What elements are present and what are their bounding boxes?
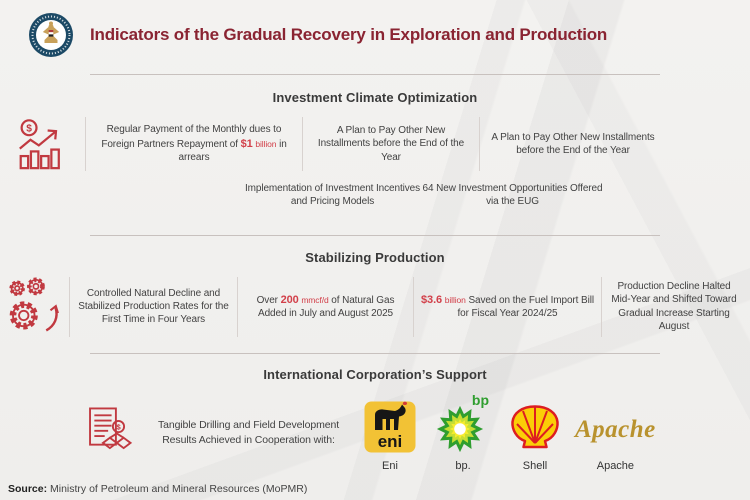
partner-label: bp. bbox=[455, 459, 471, 472]
investment-item-incentives: Implementation of Investment Incentives … bbox=[244, 183, 421, 208]
section-title-support: International Corporation’s Support bbox=[263, 366, 487, 382]
highlight-value: $1 bbox=[240, 137, 253, 150]
bp-helios-logo: bp bbox=[435, 392, 491, 454]
section-divider bbox=[90, 74, 660, 75]
support-row: $ Tangible Drilling and Field Developmen… bbox=[0, 392, 750, 472]
partner-shell: Shell bbox=[509, 394, 561, 472]
page-title: Indicators of the Gradual Recovery in Ex… bbox=[90, 25, 608, 44]
partner-label: Shell bbox=[522, 459, 548, 472]
partner-eni: eni Eni bbox=[363, 394, 417, 472]
bp-sunflower-icon bbox=[436, 405, 484, 452]
source-note: Source: Ministry of Petroleum and Minera… bbox=[8, 483, 307, 495]
svg-text:$: $ bbox=[26, 123, 32, 134]
eni-wordmark: eni bbox=[378, 432, 403, 451]
source-label: Source: bbox=[8, 483, 48, 495]
production-item-gas-added: Over 200 mmcf/d of Natural Gas Added in … bbox=[237, 276, 413, 337]
ministry-seal-logo bbox=[28, 12, 74, 58]
investment-item-plan-2: A Plan to Pay Other New Installments bef… bbox=[479, 117, 666, 171]
highlight-unit: billion bbox=[444, 294, 466, 305]
support-lead-text: Tangible Drilling and Field Development … bbox=[157, 419, 340, 446]
partner-label: Eni bbox=[382, 459, 398, 472]
partner-bp: bp bp. bbox=[435, 392, 491, 472]
investment-item-plan-1: A Plan to Pay Other New Installments bef… bbox=[302, 117, 479, 171]
contract-handshake-icon: $ bbox=[84, 405, 134, 460]
highlight-unit: mmcf/d bbox=[301, 294, 329, 305]
production-item-fuel-savings: $3.6 billion Saved on the Fuel Import Bi… bbox=[413, 276, 601, 337]
production-row: Controlled Natural Decline and Stabilize… bbox=[0, 276, 750, 337]
apache-wordmark-logo: Apache bbox=[575, 394, 656, 454]
apache-wordmark: Apache bbox=[575, 415, 656, 443]
eagle-emblem-icon bbox=[29, 13, 73, 57]
investment-item-arrears: Regular Payment of the Monthly dues to F… bbox=[101, 124, 287, 164]
investment-item-opportunities: 64 New Investment Opportunities Offered … bbox=[422, 183, 603, 208]
shell-pecten-logo bbox=[509, 394, 561, 454]
section-title-production: Stabilizing Production bbox=[305, 249, 445, 265]
partner-apache: Apache Apache bbox=[575, 394, 656, 472]
section-divider bbox=[90, 234, 660, 236]
eni-logo: eni bbox=[363, 394, 417, 454]
highlight-value: $3.6 bbox=[421, 293, 443, 306]
money-growth-icon: $ bbox=[0, 117, 86, 171]
production-item-decline: Controlled Natural Decline and Stabilize… bbox=[78, 287, 229, 326]
source-text: Ministry of Petroleum and Mineral Resour… bbox=[47, 483, 308, 495]
investment-row-1: $ Regular Payment of the Monthly dues to… bbox=[0, 117, 750, 171]
svg-text:$: $ bbox=[116, 423, 121, 432]
partner-label: Apache bbox=[596, 459, 635, 472]
production-item-halted: Production Decline Halted Mid-Year and S… bbox=[601, 276, 746, 337]
investment-row-2: Implementation of Investment Incentives … bbox=[0, 182, 750, 209]
gears-progress-icon bbox=[0, 276, 70, 337]
highlight-value: 200 bbox=[280, 293, 299, 306]
header: Indicators of the Gradual Recovery in Ex… bbox=[0, 0, 750, 58]
section-divider bbox=[90, 352, 660, 354]
highlight-unit: billion bbox=[255, 138, 277, 149]
partner-logos: eni Eni bp bbox=[363, 392, 656, 472]
section-title-investment: Investment Climate Optimization bbox=[272, 90, 478, 105]
